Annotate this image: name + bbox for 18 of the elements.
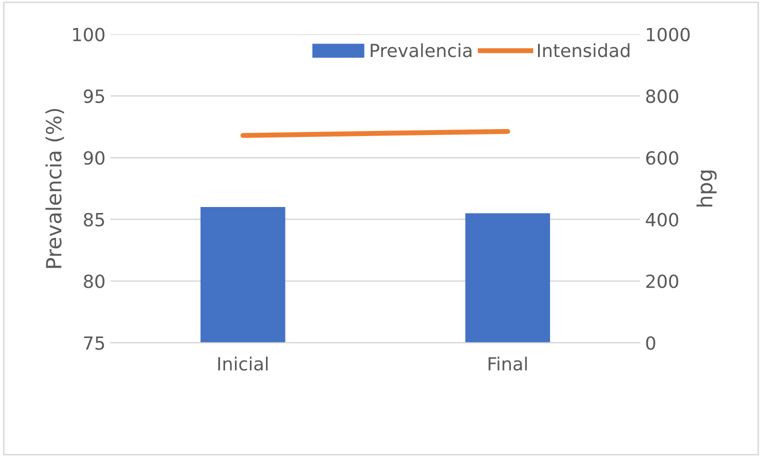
y2-tick-label: 400 <box>646 212 678 226</box>
y2-tick-label: 0 <box>646 336 656 350</box>
legend-label: Intensidad <box>538 43 630 58</box>
x-tick-label: Final <box>488 356 527 371</box>
legend-label: Prevalencia <box>370 43 472 58</box>
y-tick-label: 95 <box>84 89 104 104</box>
x-tick-label: Inicial <box>218 356 268 371</box>
y-tick-label: 85 <box>84 212 104 226</box>
y-axis-title: Prevalencia (%) <box>45 108 64 268</box>
y-tick-label: 90 <box>84 151 104 165</box>
y2-tick-label: 200 <box>646 274 678 288</box>
y-tick-label: 75 <box>84 336 104 350</box>
y2-axis-title: hpg <box>696 170 717 206</box>
y2-tick-label: 600 <box>646 151 678 165</box>
y2-tick-label: 1000 <box>646 28 690 42</box>
y-tick-label: 80 <box>84 274 104 288</box>
y-tick-label: 100 <box>73 28 104 42</box>
y2-tick-label: 800 <box>646 89 678 104</box>
